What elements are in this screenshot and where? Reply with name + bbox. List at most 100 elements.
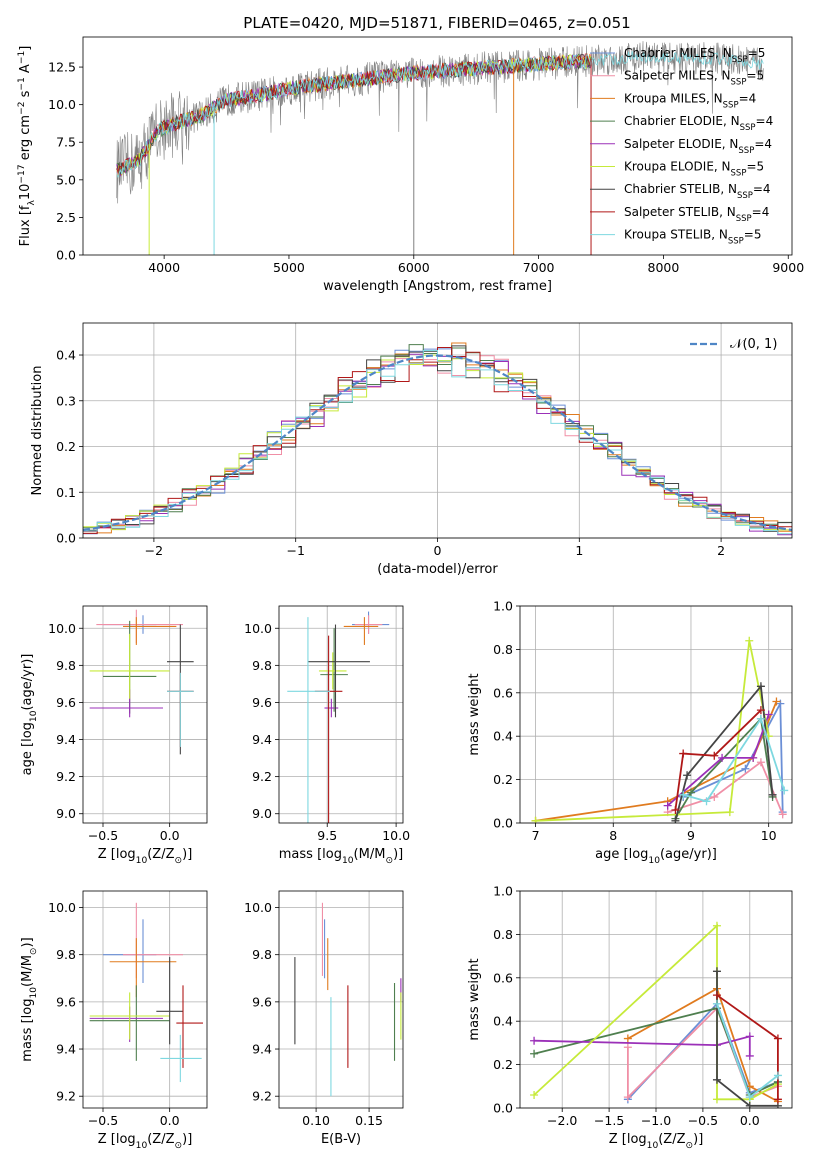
mass-metallicity-panel-y-tick-label: 9.2 [56, 1089, 76, 1104]
series-marker-kroupa-stelib [756, 714, 765, 723]
legend-entry-text: Chabrier MILES, N [624, 46, 732, 60]
series-marker-kroupa-elodie [712, 921, 721, 930]
weight-metallicity-panel-frame [519, 890, 793, 1109]
mass-reddening-panel-y-tick-label: 9.2 [252, 1089, 272, 1104]
age-mass-panel-y-tick-label: 9.4 [252, 732, 272, 747]
mass-metallicity-panel-x-tick-label: 0.0 [160, 1113, 180, 1128]
weight-metallicity-panel-x-tick-label: −1.0 [641, 1113, 671, 1128]
age-mass-panel-x-axis-label-part: (M/M [354, 847, 386, 862]
age-mass-panel-x-tick-label: 10.0 [382, 828, 410, 843]
series-marker-chabrier-stelib [712, 967, 721, 976]
legend-entry-subscript: SSP [738, 146, 754, 156]
spectrum-panel-frame [82, 36, 793, 256]
series-marker-chabrier-stelib [768, 790, 777, 799]
legend-entry-tail: =4 [756, 114, 774, 128]
series-line-salpeter-elodie [534, 1035, 751, 1056]
mass-metallicity-panel: −0.5 0.09.29.49.69.810.0Z [log10(Z/Z⊙)]ma… [20, 890, 208, 1151]
spectrum-panel-x-axis-label: wavelength [Angstrom, rest frame] [323, 279, 552, 294]
mass-metallicity-panel-y-axis-label: mass [log10(M/M⊙)] [20, 937, 39, 1061]
spectrum-panel-x-tick-label: 5000 [273, 260, 305, 275]
legend-entry-label: Chabrier ELODIE, NSSP=4 [624, 114, 773, 133]
mass-reddening-panel-y-tick-label: 9.4 [252, 1042, 272, 1057]
age-mass-panel-x-axis-label-part: 10 [342, 856, 354, 866]
spectrum-panel-y-tick-label: 0.0 [56, 248, 76, 263]
histogram-panel-x-tick-label: 0 [434, 543, 442, 558]
weight-metallicity-panel-y-tick-label: 0.8 [493, 927, 513, 942]
series-marker-kroupa-elodie [531, 816, 540, 823]
age-mass-panel-x-tick-label: 9.5 [317, 828, 337, 843]
series-marker-kroupa-elodie [725, 808, 734, 817]
spectrum-panel-x-tick-label: 6000 [398, 260, 430, 275]
weight-age-panel-x-tick-label: 7 [532, 828, 540, 843]
age-mass-panel-x-axis-label-part: )] [393, 847, 403, 862]
weight-metallicity-panel-y-axis-label: mass weight [467, 958, 482, 1040]
series-marker-salpeter-stelib [679, 749, 688, 758]
age-mass-panel-y-tick-label: 9.2 [252, 769, 272, 784]
age-mass-panel-x-axis-label-part: mass [log [279, 847, 342, 862]
age-metallicity-panel-y-tick-label: 9.2 [56, 769, 76, 784]
series-marker-kroupa-elodie [712, 1095, 721, 1104]
mass-metallicity-panel-y-axis-label-part: (M/M [20, 955, 35, 987]
age-mass-panel-frame [278, 605, 404, 824]
mass-reddening-panel: 0.10 0.15 9.2 9.4 9.6 9.8 10.0 E(B-V) [244, 890, 404, 1147]
weight-metallicity-panel-x-axis-label-part: ⊙ [686, 1141, 694, 1151]
age-metallicity-panel-x-axis-label: Z [log10(Z/Z⊙)] [98, 847, 193, 866]
spectrum-panel-y-tick-label: 5.0 [56, 172, 76, 187]
weight-metallicity-panel-x-tick-label: −1.5 [594, 1113, 624, 1128]
series-marker-chabrier-elodie [530, 1049, 539, 1058]
mass-metallicity-panel-x-axis-label-part: Z [log [98, 1132, 136, 1147]
series-marker-chabrier-miles [741, 764, 750, 773]
legend-entry-subscript: SSP [731, 78, 747, 88]
age-metallicity-panel-y-axis-label-part: age [log [20, 722, 35, 775]
age-mass-panel-y-tick-label: 9.8 [252, 658, 272, 673]
histogram-panel-x-tick-label: −1 [286, 543, 304, 558]
legend-entry-subscript: SSP [740, 123, 756, 133]
series-marker-kroupa-miles [772, 697, 781, 706]
weight-age-panel-x-tick-label: 10 [761, 828, 777, 843]
normal-curve-line [83, 354, 792, 532]
series-line-salpeter-stelib [674, 709, 762, 811]
age-metallicity-panel-y-tick-label: 9.0 [56, 806, 76, 821]
weight-metallicity-panel-x-tick-label: −2.0 [547, 1113, 577, 1128]
legend-entry-label: Kroupa MILES, NSSP=4 [624, 91, 756, 110]
mass-metallicity-panel-frame [82, 890, 208, 1109]
age-mass-panel-marks [287, 611, 390, 823]
legend-entry-subscript: SSP [732, 55, 748, 65]
model-spectrum-red-extension [590, 51, 764, 70]
weight-metallicity-panel-x-axis-label-part: Z [log [609, 1132, 647, 1147]
series-marker-salpeter-stelib [773, 1034, 782, 1043]
age-metallicity-panel-x-axis-label-part: ⊙ [175, 856, 183, 866]
series-line-salpeter-elodie [667, 714, 770, 807]
series-marker-chabrier-stelib [683, 771, 692, 780]
histogram-panel-y-tick-label: 0.1 [56, 485, 76, 500]
age-metallicity-panel-y-axis-label-part: (age/yr)] [20, 654, 35, 711]
series-marker-kroupa-stelib [712, 999, 721, 1008]
legend-entry-tail: =4 [752, 205, 770, 219]
mass-reddening-panel-frame [278, 890, 404, 1109]
legend-entry-text: Kroupa STELIB, N [624, 228, 728, 242]
model-spectrum-kroupa-stelib [116, 54, 592, 179]
weight-metallicity-panel-marks [530, 921, 782, 1108]
histogram-panel-x-tick-label: −2 [145, 543, 163, 558]
spectrum-panel-y-axis-label-part: −1 [17, 77, 27, 90]
series-line-chabrier-elodie [674, 716, 774, 820]
histogram-panel-x-axis-label: (data-model)/error [377, 562, 498, 577]
mass-reddening-panel-x-tick-label: 0.15 [355, 1113, 383, 1128]
series-marker-chabrier-stelib [756, 682, 765, 691]
series-marker-salpeter-miles [623, 1093, 632, 1102]
histogram-panel-marks [83, 342, 792, 536]
series-marker-kroupa-miles [623, 1034, 632, 1043]
mass-metallicity-panel-marks [89, 902, 203, 1083]
weight-age-panel-y-tick-label: 0.2 [493, 772, 513, 787]
figure-title: PLATE=0420, MJD=51871, FIBERID=0465, z=0… [243, 14, 630, 32]
series-line-chabrier-stelib [674, 684, 774, 822]
weight-metallicity-panel: −2.0 −1.5 −1.0 −0.5 0.0 0.0 0.2 0.4 0.6 0.8 1.0 Z [… [467, 884, 793, 1151]
series-line-kroupa-stelib [682, 716, 786, 803]
legend-entry-subscript: SSP [737, 191, 753, 201]
series-marker-salpeter-miles [710, 792, 719, 801]
legend-entry-subscript: SSP [731, 169, 747, 179]
histogram-panel-y-tick-label: 0.4 [56, 348, 76, 363]
series-marker-salpeter-elodie [749, 753, 758, 762]
spectrum-panel-y-axis-label-part: ] [18, 46, 33, 51]
